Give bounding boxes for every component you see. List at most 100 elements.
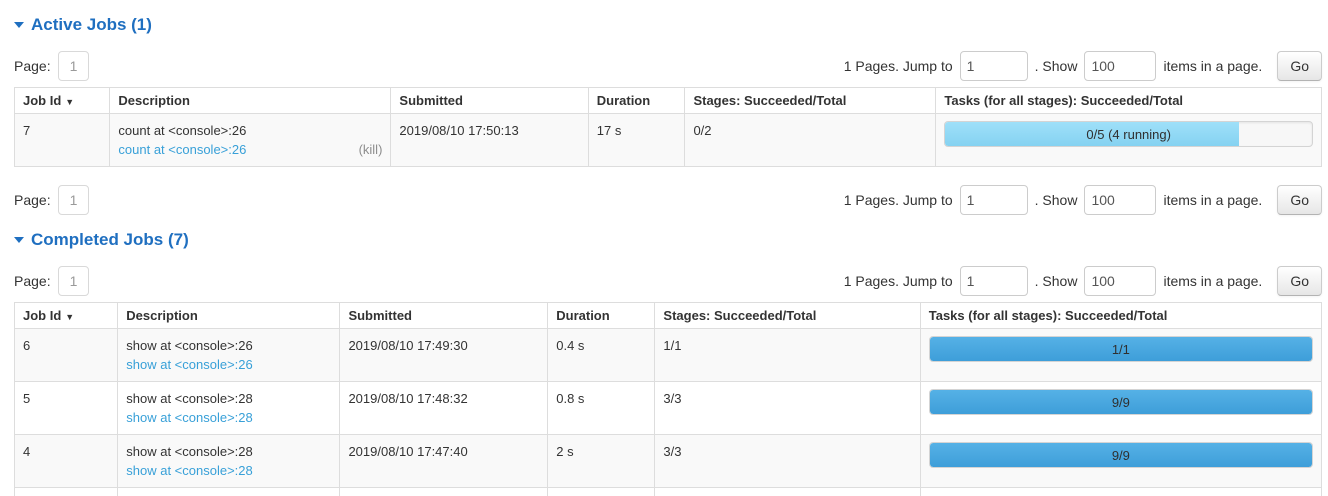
completed-job-row: 6 show at <console>:26 show at <console>… <box>13 328 1323 382</box>
col-header-duration[interactable]: Duration <box>547 302 656 329</box>
stages-cell: 3/3 <box>654 381 921 435</box>
pages-jump-text: 1 Pages. Jump to <box>843 192 953 208</box>
completed-jobs-pagination-top: Page: 1 1 Pages. Jump to . Show items in… <box>14 266 1322 296</box>
completed-job-row: 5 show at <console>:28 show at <console>… <box>13 381 1323 435</box>
job-description-link[interactable]: show at <console>:26 <box>126 357 253 372</box>
description-text: show at <console>:28 <box>126 444 253 459</box>
submitted-cell: 2019/08/10 17:48:32 <box>339 381 549 435</box>
current-page-indicator: 1 <box>57 51 90 81</box>
page-label: Page: <box>14 192 51 208</box>
show-items-input[interactable] <box>1084 266 1157 296</box>
show-items-input[interactable] <box>1084 51 1157 81</box>
progress-fill <box>945 122 1239 146</box>
description-text: show at <console>:28 <box>126 391 253 406</box>
description-text: show at <console>:26 <box>126 338 253 353</box>
job-id-cell: 4 <box>13 434 119 488</box>
job-id-cell: 7 <box>13 113 111 167</box>
sort-desc-icon: ▼ <box>65 97 75 107</box>
col-header-duration[interactable]: Duration <box>587 87 686 114</box>
dot-show-text: . Show <box>1034 273 1078 289</box>
completed-jobs-header-row: Job Id ▼ Description Submitted Duration S… <box>13 302 1323 329</box>
dot-show-text: . Show <box>1034 58 1078 74</box>
active-job-row: 7 count at <console>:26 count at <consol… <box>13 113 1322 167</box>
task-progress-bar: 0/5 (4 running) <box>944 121 1313 147</box>
progress-label: 9/9 <box>1111 448 1130 463</box>
progress-fill <box>929 390 1312 414</box>
description-cell: show at <console>:28 show at <console>:2… <box>117 434 341 488</box>
completed-jobs-title-label: Completed Jobs (7) <box>31 230 189 249</box>
duration-cell: 0.4 s <box>547 328 656 382</box>
stages-cell: 0/2 <box>684 113 937 167</box>
jobs-page: Active Jobs (1) Page: 1 1 Pages. Jump to… <box>0 15 1328 496</box>
current-page-indicator: 1 <box>57 266 90 296</box>
progress-label: 9/9 <box>1111 395 1130 410</box>
col-header-stages[interactable]: Stages: Succeeded/Total <box>684 87 937 114</box>
description-cell: show at <console>:26 show at <console>:2… <box>117 328 341 382</box>
active-jobs-pagination-bottom: Page: 1 1 Pages. Jump to . Show items in… <box>14 185 1322 215</box>
stages-cell: 1/1 <box>654 328 921 382</box>
col-header-tasks[interactable]: Tasks (for all stages): Succeeded/Total <box>919 302 1323 329</box>
current-page-indicator: 1 <box>57 185 90 215</box>
dot-show-text: . Show <box>1034 192 1078 208</box>
jump-to-page-input[interactable] <box>959 51 1028 81</box>
progress-label: 1/1 <box>1111 342 1130 357</box>
col-header-description[interactable]: Description <box>109 87 392 114</box>
active-jobs-table: Job Id ▼ Description Submitted Duration S… <box>13 87 1322 167</box>
submitted-cell: 2019/08/10 17:49:30 <box>339 328 549 382</box>
col-header-stages[interactable]: Stages: Succeeded/Total <box>654 302 921 329</box>
show-items-input[interactable] <box>1084 185 1157 215</box>
tasks-cell: 1/1 <box>919 328 1323 382</box>
page-label: Page: <box>14 58 51 74</box>
jump-to-page-input[interactable] <box>959 185 1028 215</box>
go-button[interactable]: Go <box>1277 266 1322 296</box>
duration-cell: 0.8 s <box>547 381 656 435</box>
task-progress-bar: 1/1 <box>928 336 1313 362</box>
go-button[interactable]: Go <box>1277 51 1322 81</box>
items-in-page-text: items in a page. <box>1163 273 1263 289</box>
col-header-submitted[interactable]: Submitted <box>390 87 589 114</box>
duration-cell: 17 s <box>587 113 686 167</box>
stages-cell: 3/3 <box>654 434 921 488</box>
go-button[interactable]: Go <box>1277 185 1322 215</box>
items-in-page-text: items in a page. <box>1163 58 1263 74</box>
job-id-cell: 6 <box>13 328 119 382</box>
tasks-cell: 9/9 <box>919 381 1323 435</box>
job-id-cell: 5 <box>13 381 119 435</box>
completed-jobs-table: Job Id ▼ Description Submitted Duration S… <box>13 302 1323 496</box>
partial-next-row <box>13 487 1323 496</box>
col-header-submitted[interactable]: Submitted <box>339 302 549 329</box>
tasks-cell: 0/5 (4 running) <box>935 113 1322 167</box>
active-jobs-title-label: Active Jobs (1) <box>31 15 152 34</box>
task-progress-bar: 9/9 <box>928 389 1313 415</box>
page-label: Page: <box>14 273 51 289</box>
completed-jobs-section-title[interactable]: Completed Jobs (7) <box>14 230 1322 250</box>
sort-desc-icon: ▼ <box>65 312 75 322</box>
progress-fill <box>929 337 1312 361</box>
duration-cell: 2 s <box>547 434 656 488</box>
col-header-job-id[interactable]: Job Id ▼ <box>13 87 111 114</box>
description-text: count at <console>:26 <box>118 123 247 138</box>
collapse-arrow-icon <box>14 237 24 243</box>
pages-jump-text: 1 Pages. Jump to <box>843 58 953 74</box>
completed-job-row: 4 show at <console>:28 show at <console>… <box>13 434 1323 488</box>
job-description-link[interactable]: show at <console>:28 <box>126 463 253 478</box>
description-cell: show at <console>:28 show at <console>:2… <box>117 381 341 435</box>
progress-label: 0/5 (4 running) <box>1086 127 1171 142</box>
active-jobs-pagination-top: Page: 1 1 Pages. Jump to . Show items in… <box>14 51 1322 81</box>
submitted-cell: 2019/08/10 17:47:40 <box>339 434 549 488</box>
job-description-link[interactable]: show at <console>:28 <box>126 410 253 425</box>
pages-jump-text: 1 Pages. Jump to <box>843 273 953 289</box>
collapse-arrow-icon <box>14 22 24 28</box>
kill-link[interactable]: (kill) <box>358 142 383 157</box>
progress-fill <box>929 443 1312 467</box>
jump-to-page-input[interactable] <box>959 266 1028 296</box>
description-cell: count at <console>:26 count at <console>… <box>109 113 392 167</box>
job-description-link[interactable]: count at <console>:26 <box>118 142 247 157</box>
submitted-cell: 2019/08/10 17:50:13 <box>390 113 589 167</box>
col-header-job-id[interactable]: Job Id ▼ <box>13 302 119 329</box>
tasks-cell: 9/9 <box>919 434 1323 488</box>
active-jobs-section-title[interactable]: Active Jobs (1) <box>14 15 1322 35</box>
col-header-description[interactable]: Description <box>117 302 341 329</box>
col-header-tasks[interactable]: Tasks (for all stages): Succeeded/Total <box>935 87 1322 114</box>
active-jobs-header-row: Job Id ▼ Description Submitted Duration S… <box>13 87 1322 114</box>
